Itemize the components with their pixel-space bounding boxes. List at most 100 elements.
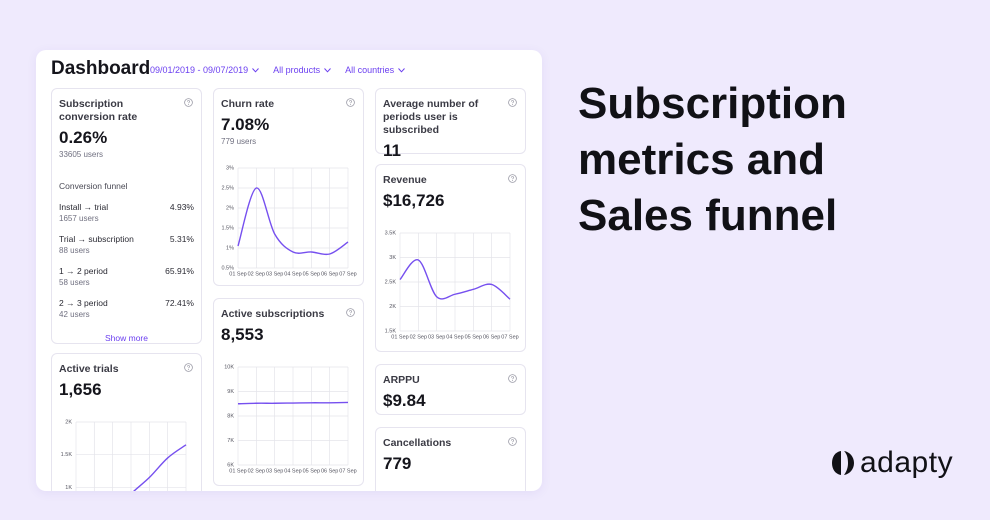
y-tick-label: 1.5K (385, 328, 397, 334)
filter-label: All products (273, 65, 321, 75)
card-subtitle: 779 users (221, 137, 257, 146)
card-value: 8,553 (221, 325, 264, 344)
funnel-rate: 65.91% (165, 266, 194, 276)
filter-label: All countries (345, 65, 395, 75)
date-filter[interactable]: 09/01/2019 - 09/07/2019 (150, 65, 259, 75)
chevron (252, 67, 259, 73)
x-tick-label: 05 Sep (303, 468, 320, 474)
funnel-label: Trial → subscription (59, 234, 134, 244)
y-tick-label: 10K (224, 364, 234, 370)
brand-logo (832, 451, 854, 475)
card-title: ARPPU (383, 374, 420, 386)
funnel-row: Trial → subscription 88 users 5.31% (59, 234, 194, 255)
funnel-users: 58 users (59, 278, 90, 287)
y-tick-label: 2K (389, 304, 396, 310)
x-tick-label: 02 Sep (248, 468, 265, 474)
funnel-title: Conversion funnel (59, 181, 128, 191)
filters: 09/01/2019 - 09/07/2019 All products All… (150, 65, 406, 75)
card-value: 1,656 (59, 380, 102, 399)
conversion-card: Subscription conversion rate 0.26% 33605… (51, 88, 202, 344)
x-tick-label: 05 Sep (303, 271, 320, 277)
help-icon[interactable] (184, 363, 193, 372)
headline: Subscription metrics and Sales funnel (578, 76, 847, 244)
funnel-row: 2 → 3 period 42 users 72.41% (59, 298, 194, 319)
help-icon[interactable] (508, 174, 517, 183)
y-tick-label: 8K (227, 413, 234, 419)
x-tick-label: 06 Sep (321, 271, 338, 277)
x-tick-label: 06 Sep (483, 334, 500, 340)
chevron (398, 67, 406, 73)
card-title: Subscription conversion rate (59, 98, 138, 123)
x-tick-label: 03 Sep (266, 271, 283, 277)
help-icon[interactable] (184, 98, 193, 107)
data-line (399, 259, 511, 300)
headline-line: metrics and (578, 135, 825, 184)
card-value: 7.08% (221, 115, 270, 134)
x-tick-label: 04 Sep (284, 271, 301, 277)
card-value: $9.84 (383, 391, 426, 410)
x-tick-label: 01 Sep (229, 271, 246, 277)
data-line (237, 187, 349, 256)
funnel-users: 42 users (59, 310, 90, 319)
arppu-card: ARPPU $9.84 (375, 364, 526, 415)
data-line (112, 444, 187, 491)
help-icon[interactable] (346, 98, 355, 107)
x-tick-label: 07 Sep (339, 468, 356, 474)
y-tick-label: 1K (65, 485, 72, 491)
y-tick-label: 2K (65, 419, 72, 425)
help-icon[interactable] (508, 437, 517, 446)
x-tick-label: 05 Sep (465, 334, 482, 340)
funnel-rate: 72.41% (165, 298, 194, 308)
charts: 0.5%1%1.5%2%2.5%3%01 Sep 02 Sep 03 Sep 04 S… (61, 165, 519, 491)
brand: adapty (832, 446, 953, 480)
x-tick-label: 03 Sep (266, 468, 283, 474)
card-title: Cancellations (383, 437, 452, 449)
card-title: Average number of periods user is subscr… (383, 98, 479, 136)
funnel-label: 2 → 3 period (59, 298, 108, 308)
periods-card: Average number of periods user is subscr… (375, 88, 526, 160)
card-title: Churn rate (221, 98, 275, 110)
funnel-label: 1 → 2 period (59, 266, 108, 276)
y-tick-label: 2.5% (221, 185, 234, 191)
product-filter[interactable]: All products (273, 65, 331, 75)
help-icon[interactable] (346, 308, 355, 317)
help-icon[interactable] (508, 374, 517, 383)
card-title: Active trials (59, 363, 119, 375)
y-tick-label: 9K (227, 389, 234, 395)
card-value: 779 (383, 454, 412, 473)
x-tick-label: 02 Sep (410, 334, 427, 340)
help-icon[interactable] (508, 98, 517, 107)
chevron (324, 67, 331, 73)
funnel-users: 88 users (59, 246, 90, 255)
funnel-rate: 5.31% (169, 234, 194, 244)
card-value: 11 (383, 141, 401, 160)
y-tick-label: 1% (226, 245, 234, 251)
card-value: 0.26% (59, 128, 108, 147)
show-more[interactable]: Show more (105, 333, 148, 343)
y-tick-label: 7K (227, 438, 234, 444)
data-line (237, 401, 349, 405)
x-tick-label: 02 Sep (248, 271, 265, 277)
funnel-users: 1657 users (59, 214, 99, 223)
x-tick-label: 03 Sep (428, 334, 445, 340)
headline-line: Subscription (578, 79, 847, 128)
x-tick-label: 04 Sep (446, 334, 463, 340)
card-title: Active subscriptions (221, 308, 325, 320)
y-tick-label: 6K (227, 462, 234, 468)
x-tick-label: 07 Sep (501, 334, 518, 340)
funnel-label: Install → trial (59, 202, 109, 212)
country-filter[interactable]: All countries (345, 65, 406, 75)
y-tick-label: 1.5% (221, 225, 234, 231)
card-title: Revenue (383, 174, 427, 186)
x-tick-label: 06 Sep (321, 468, 338, 474)
card-subtitle: 33605 users (59, 150, 104, 159)
y-tick-label: 3K (389, 255, 396, 261)
brand-name: adapty (860, 446, 954, 479)
headline-line: Sales funnel (578, 191, 838, 240)
filter-label: 09/01/2019 - 09/07/2019 (150, 65, 249, 75)
card-value: $16,726 (383, 191, 445, 210)
y-tick-label: 2.5K (385, 279, 397, 285)
funnel-row: 1 → 2 period 58 users 65.91% (59, 266, 194, 287)
